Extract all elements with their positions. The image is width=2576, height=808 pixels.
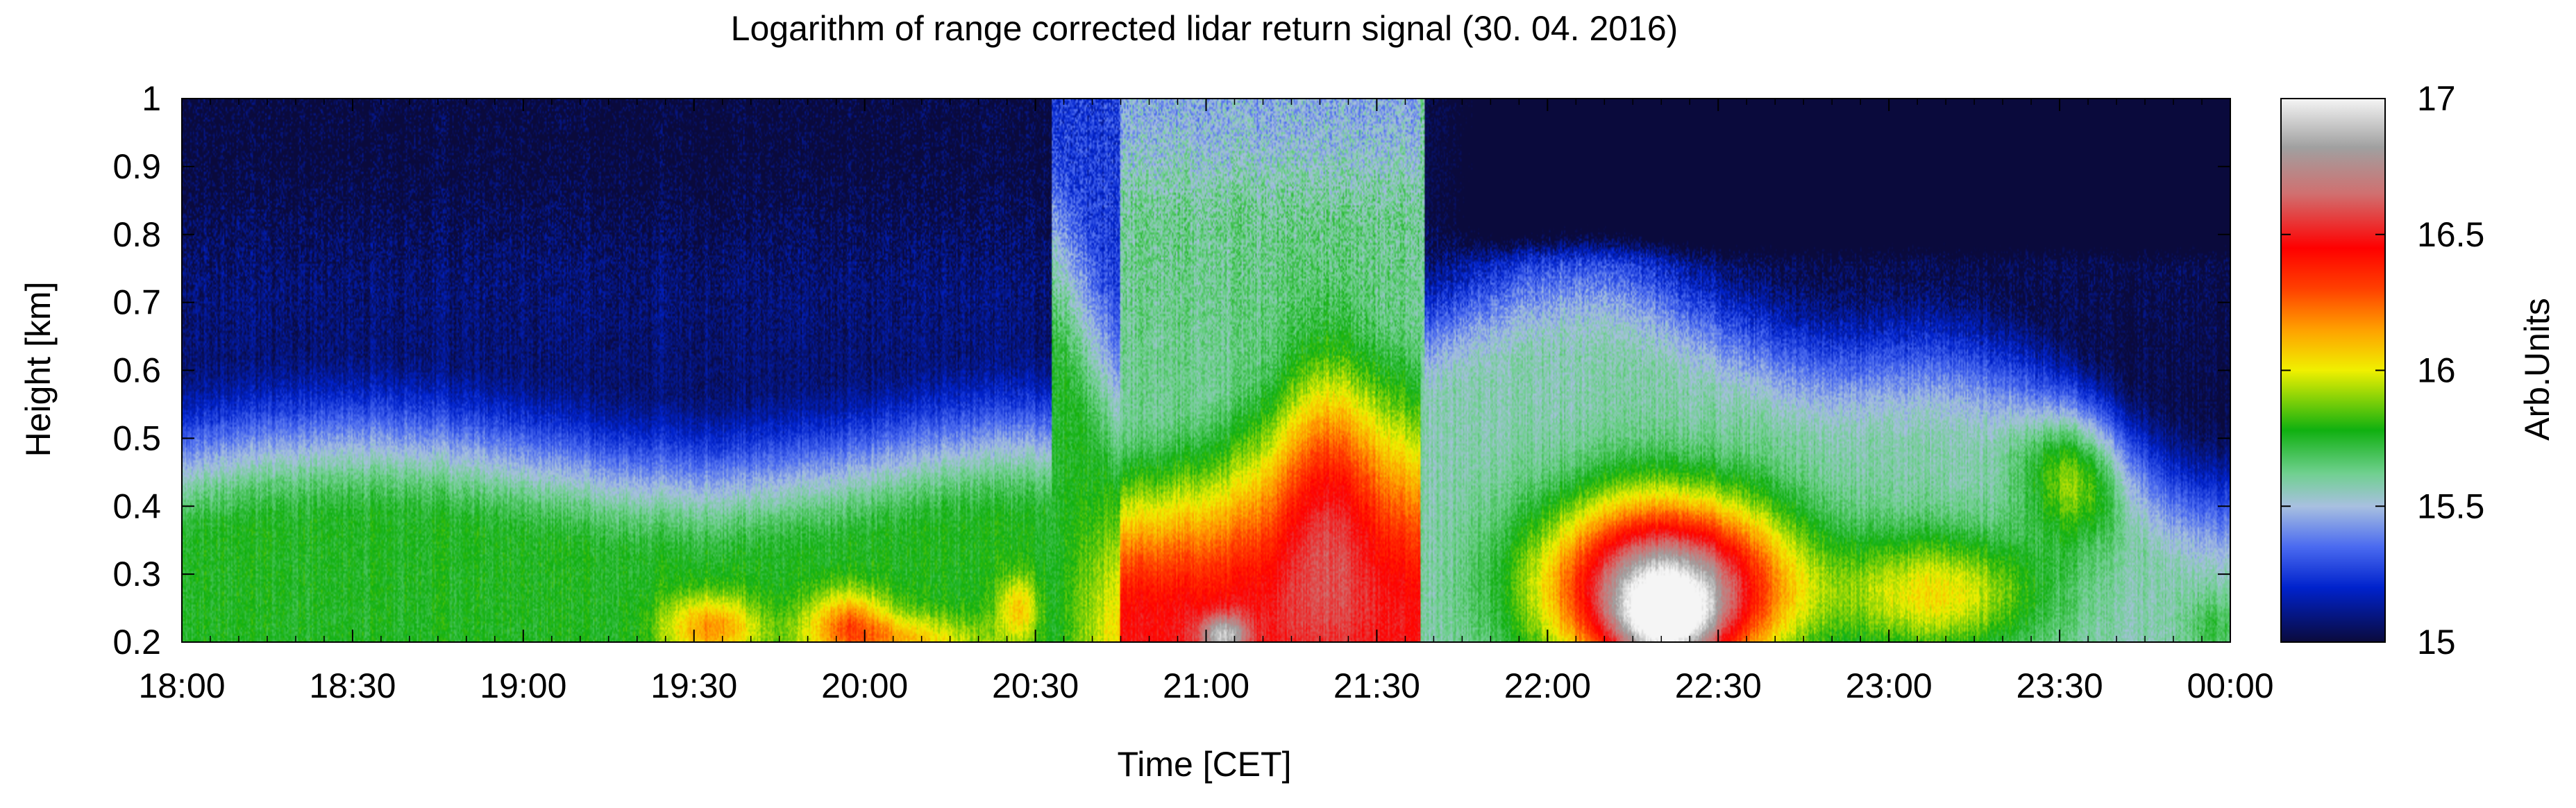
x-tick-label: 20:00 — [821, 666, 908, 705]
x-tick-label: 21:30 — [1333, 666, 1420, 705]
y-tick-label: 0.9 — [112, 147, 161, 186]
colorbar-tick-label: 15.5 — [2417, 487, 2484, 525]
x-tick-label: 20:30 — [992, 666, 1079, 705]
x-tick-label: 21:00 — [1163, 666, 1249, 705]
x-tick-label: 18:00 — [138, 666, 225, 705]
y-tick-label: 0.7 — [112, 283, 161, 322]
colorbar-tick-label: 16.5 — [2417, 215, 2484, 254]
x-tick-label: 22:00 — [1504, 666, 1591, 705]
colorbar-tick-label: 16 — [2417, 351, 2456, 390]
y-tick-label: 0.8 — [112, 215, 161, 254]
x-tick-label: 22:30 — [1675, 666, 1762, 705]
plot-border — [181, 98, 2231, 643]
y-axis: 0.2 0.3 0.4 0.5 0.6 0.7 0.8 0.9 1 — [112, 79, 2230, 662]
y-tick-label: 0.6 — [112, 351, 161, 390]
x-tick-label: 18:30 — [309, 666, 396, 705]
x-tick-label: 19:30 — [650, 666, 737, 705]
y-axis-label: Height [km] — [19, 282, 58, 457]
colorbar: 15 15.5 16 16.5 17 — [2280, 79, 2484, 662]
y-tick-label: 1 — [142, 79, 161, 118]
y-tick-label: 0.2 — [112, 623, 161, 662]
y-tick-label: 0.3 — [112, 555, 161, 594]
chart-title: Logarithm of range corrected lidar retur… — [731, 9, 1678, 48]
x-axis: 18:00 18:30 19:00 19:30 20:00 20:30 21:00 21:30… — [138, 99, 2274, 705]
y-tick-label: 0.5 — [112, 419, 161, 457]
colorbar-label: Arb.Units — [2518, 298, 2557, 441]
x-tick-label: 19:00 — [480, 666, 566, 705]
heatmap-image — [182, 99, 2230, 642]
colorbar-bar — [2280, 98, 2386, 643]
x-tick-label: 23:00 — [1846, 666, 1933, 705]
plot-frame — [181, 98, 2231, 643]
colorbar-tick-label: 15 — [2417, 623, 2456, 662]
x-tick-label: 23:30 — [2017, 666, 2103, 705]
x-axis-label: Time [CET] — [1118, 745, 1292, 784]
y-tick-label: 0.4 — [112, 487, 161, 525]
colorbar-tick-label: 17 — [2417, 79, 2456, 118]
x-tick-label: 00:00 — [2187, 666, 2273, 705]
